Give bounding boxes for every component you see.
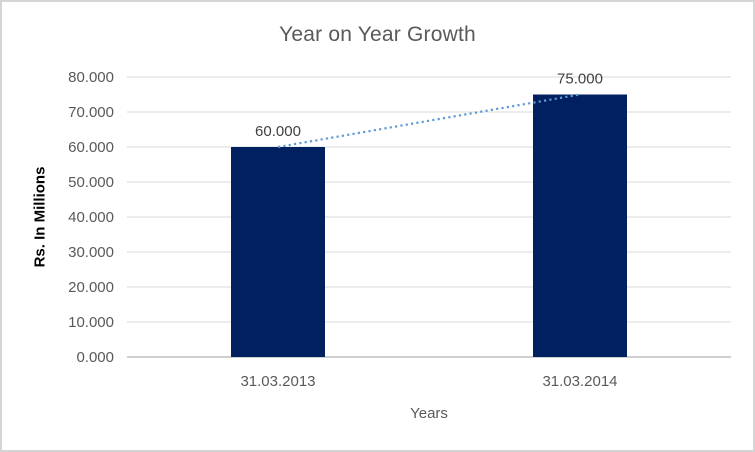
y-tick-label: 30.000: [68, 244, 114, 261]
data-label: 60.000: [255, 123, 301, 140]
chart-title: Year on Year Growth: [279, 23, 476, 46]
y-tick-label: 50.000: [68, 174, 114, 191]
y-tick-label: 40.000: [68, 209, 114, 226]
y-tick-label: 0.000: [76, 349, 114, 366]
category-label: 31.03.2013: [240, 373, 315, 390]
y-tick-label: 10.000: [68, 314, 114, 331]
category-label: 31.03.2014: [542, 373, 617, 390]
trendline: [277, 93, 581, 149]
bar-31.03.2013: [231, 147, 325, 357]
y-tick-label: 80.000: [68, 69, 114, 86]
x-axis-title: Years: [410, 405, 448, 422]
y-tick-label: 20.000: [68, 279, 114, 296]
y-axis-title: Rs. In Millions: [31, 166, 49, 268]
bar-31.03.2014: [533, 94, 627, 357]
y-tick-label: 60.000: [68, 139, 114, 156]
y-tick-label: 70.000: [68, 104, 114, 121]
data-label: 75.000: [557, 71, 603, 88]
